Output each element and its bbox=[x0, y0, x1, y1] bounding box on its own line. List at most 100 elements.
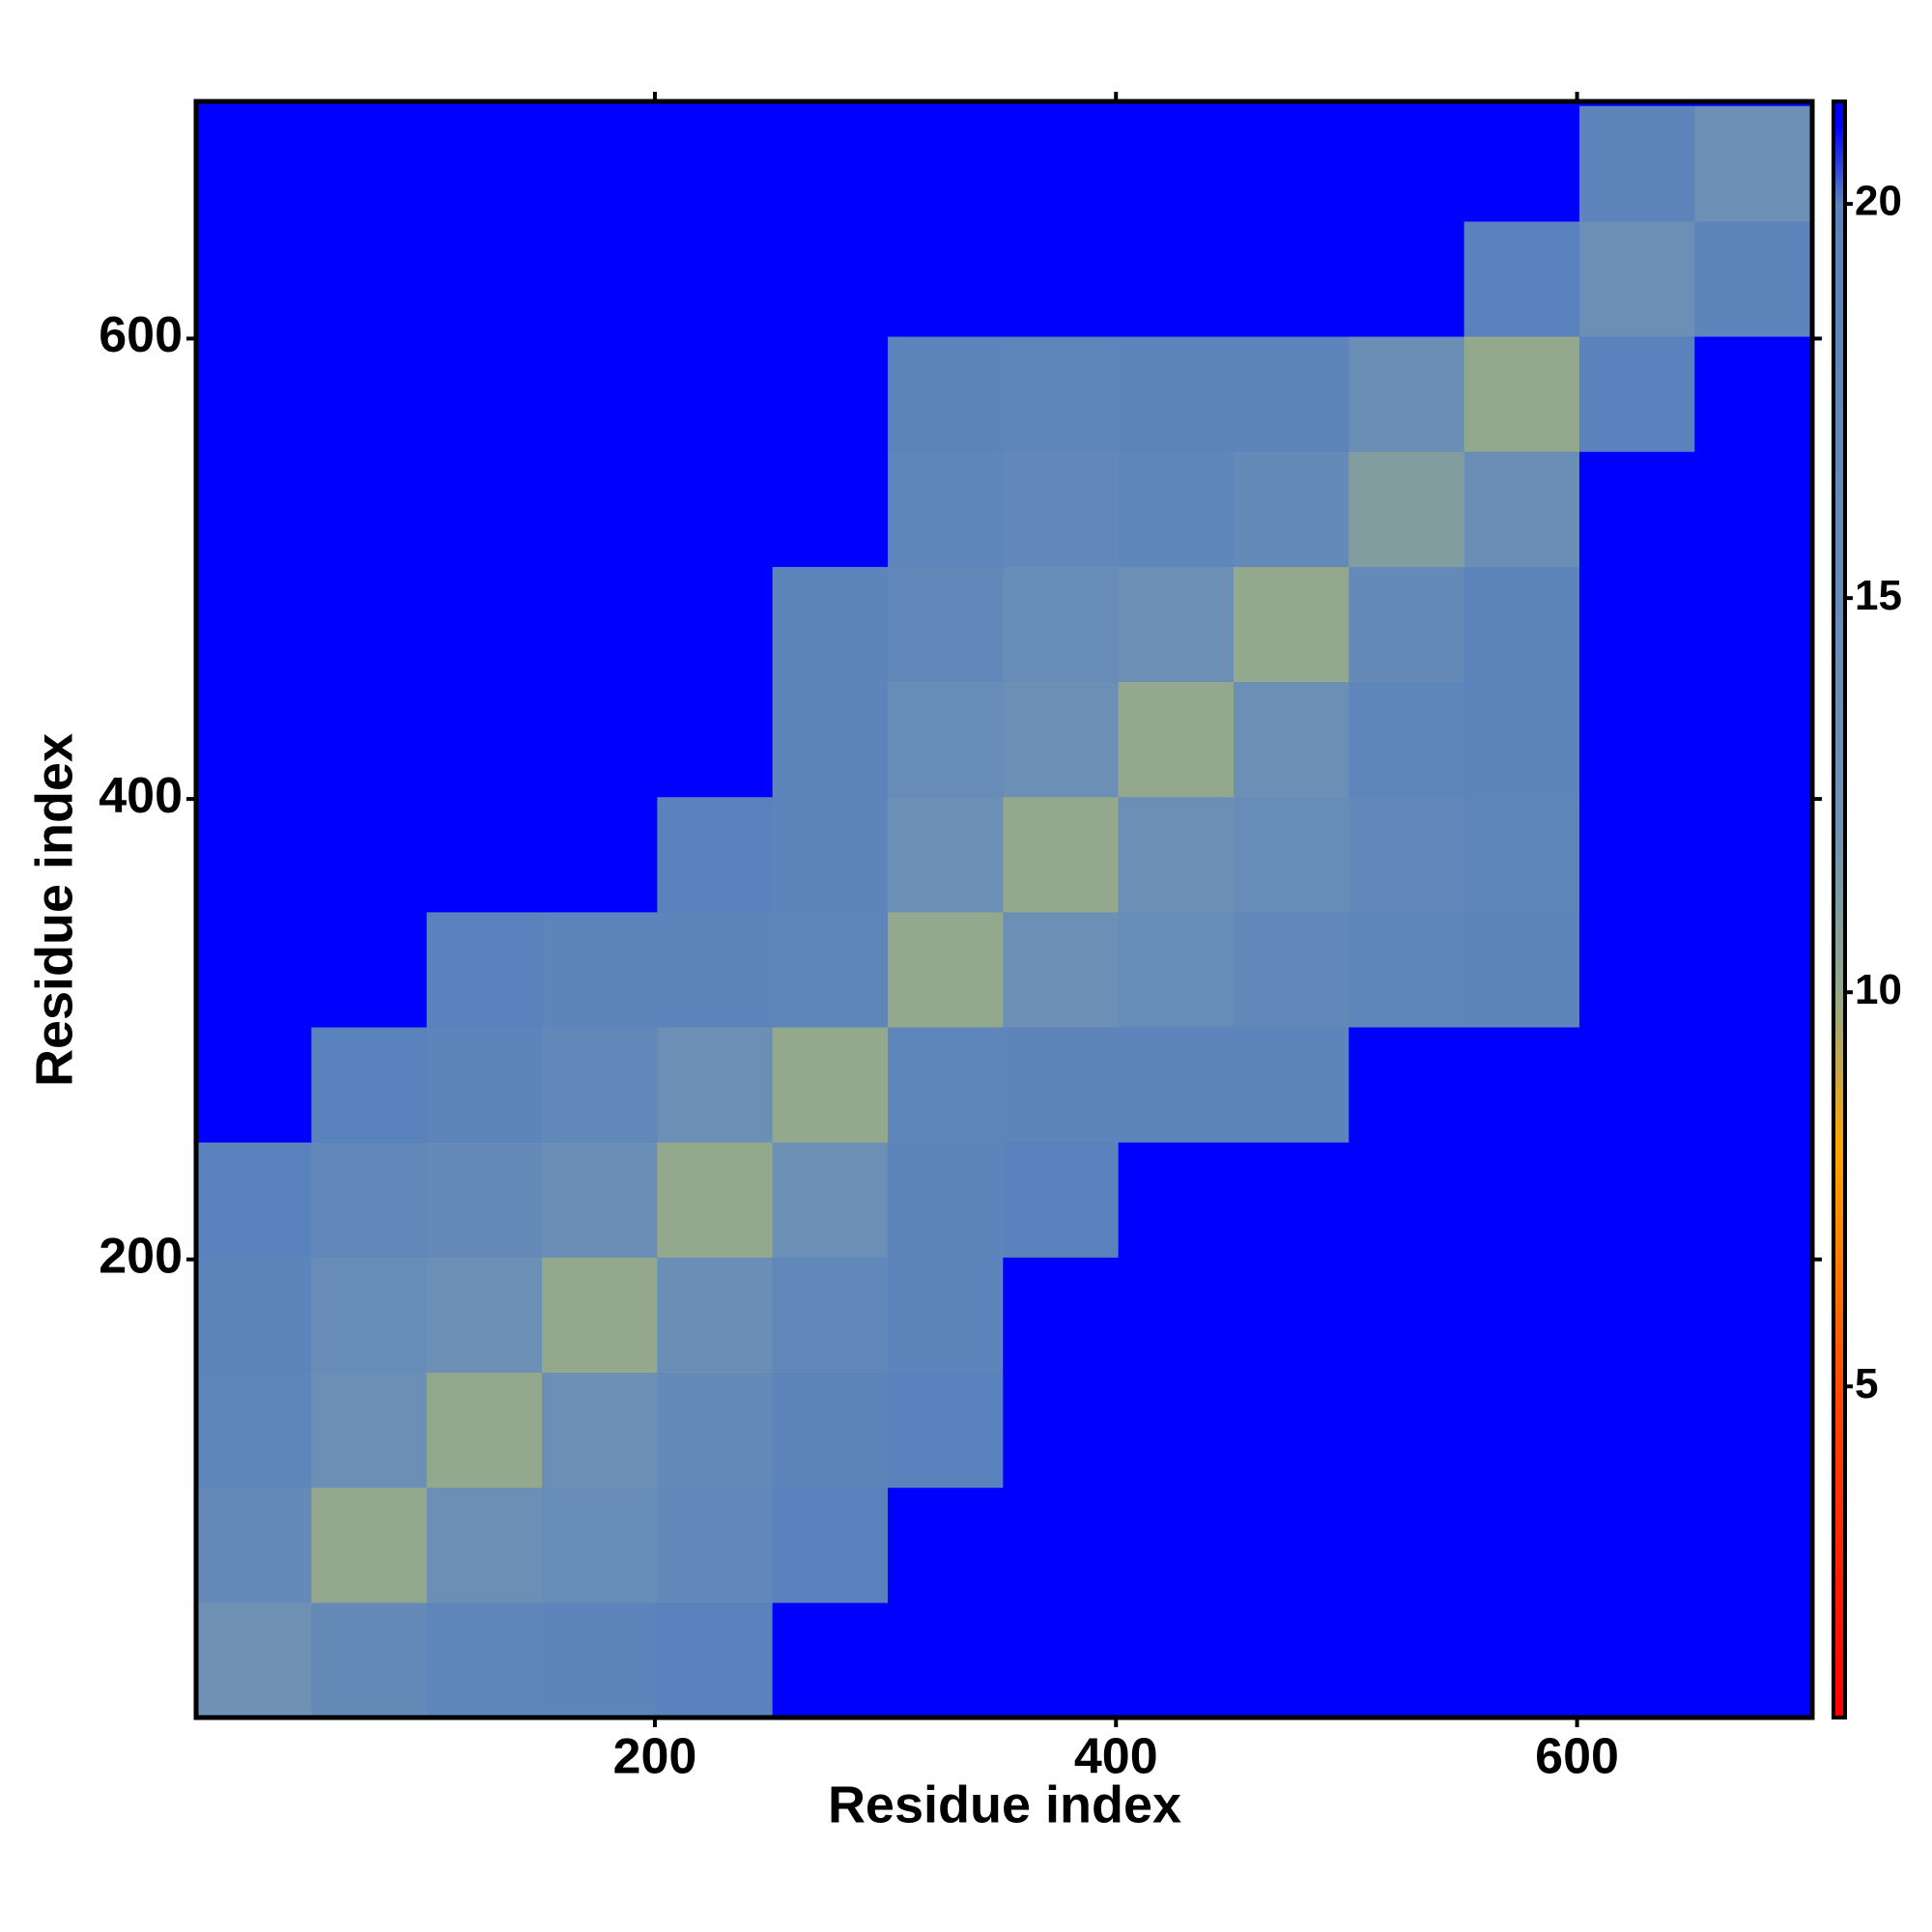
heatmap-cell bbox=[1233, 105, 1350, 222]
heatmap-cell bbox=[1349, 1602, 1465, 1719]
heatmap-cell bbox=[1118, 1602, 1235, 1719]
heatmap-cell bbox=[1118, 681, 1235, 798]
y-tick-label: 200 bbox=[99, 1228, 183, 1284]
heatmap-cell bbox=[1694, 1487, 1811, 1604]
heatmap-cell bbox=[1003, 220, 1120, 337]
heatmap-cell bbox=[1349, 566, 1465, 683]
y-tick-label: 600 bbox=[99, 307, 183, 363]
heatmap-cell bbox=[541, 1602, 658, 1719]
heatmap-cell bbox=[887, 1027, 1004, 1143]
heatmap-cell bbox=[426, 1142, 543, 1258]
heatmap-cell bbox=[657, 451, 774, 567]
heatmap-cell bbox=[1578, 1257, 1695, 1374]
heatmap-cell bbox=[1118, 1142, 1235, 1258]
heatmap-cell bbox=[772, 1027, 889, 1143]
colorbar-tick-label: 15 bbox=[1855, 572, 1902, 619]
heatmap-cell bbox=[887, 336, 1004, 452]
heatmap-cell bbox=[887, 451, 1004, 567]
heatmap-cell bbox=[1694, 796, 1811, 913]
heatmap-cell bbox=[1694, 681, 1811, 798]
heatmap-cell bbox=[1003, 566, 1120, 683]
heatmap-cell bbox=[311, 911, 428, 1028]
heatmap-cell bbox=[1578, 220, 1695, 337]
heatmap-cell bbox=[311, 105, 428, 222]
heatmap-cell bbox=[1578, 1027, 1695, 1143]
heatmap-cell bbox=[657, 566, 774, 683]
heatmap-cell bbox=[426, 566, 543, 683]
heatmap-cell bbox=[311, 681, 428, 798]
heatmap-cell bbox=[772, 336, 889, 452]
heatmap-cell bbox=[1694, 1372, 1811, 1489]
heatmap-cell bbox=[1003, 1602, 1120, 1719]
heatmap-cell bbox=[887, 566, 1004, 683]
heatmap-cell bbox=[887, 796, 1004, 913]
heatmap-cell bbox=[1349, 1142, 1465, 1258]
heatmap-cell bbox=[196, 566, 312, 683]
heatmap-cell bbox=[541, 451, 658, 567]
heatmap-cell bbox=[1694, 566, 1811, 683]
heatmap-cell bbox=[426, 336, 543, 452]
heatmap-cell bbox=[657, 1372, 774, 1489]
heatmap-cell bbox=[1694, 1257, 1811, 1374]
heatmap-cell bbox=[1578, 336, 1695, 452]
heatmap-cell bbox=[541, 1142, 658, 1258]
heatmap-cell bbox=[772, 1602, 889, 1719]
x-tick-label: 400 bbox=[1074, 1729, 1158, 1785]
heatmap-cell bbox=[426, 911, 543, 1028]
heatmap-cell bbox=[541, 566, 658, 683]
colorbar bbox=[1832, 99, 1847, 1719]
heatmap-cell bbox=[1578, 681, 1695, 798]
heatmap-cell bbox=[887, 1602, 1004, 1719]
heatmap-cell bbox=[196, 1602, 312, 1719]
heatmap-cell bbox=[1118, 1257, 1235, 1374]
heatmap-cell bbox=[887, 681, 1004, 798]
heatmap-cell bbox=[887, 1487, 1004, 1604]
heatmap-cell bbox=[1118, 451, 1235, 567]
heatmap-cell bbox=[772, 105, 889, 222]
heatmap-cell bbox=[1349, 1027, 1465, 1143]
heatmap-cell bbox=[311, 336, 428, 452]
heatmap-cell bbox=[772, 451, 889, 567]
heatmap-cell bbox=[1463, 1602, 1580, 1719]
heatmap-cell bbox=[196, 1487, 312, 1604]
heatmap-cell bbox=[1463, 681, 1580, 798]
heatmap-cell bbox=[541, 1487, 658, 1604]
heatmap-cell bbox=[887, 1372, 1004, 1489]
heatmap-cell bbox=[1233, 681, 1350, 798]
heatmap-cell bbox=[1578, 1487, 1695, 1604]
heatmap-cell bbox=[1463, 105, 1580, 222]
heatmap-cell bbox=[541, 1257, 658, 1374]
heatmap-cell bbox=[772, 566, 889, 683]
heatmap-cell bbox=[311, 1257, 428, 1374]
heatmap-cell bbox=[1118, 796, 1235, 913]
heatmap-cell bbox=[1233, 451, 1350, 567]
heatmap-cell bbox=[1463, 1027, 1580, 1143]
heatmap-cell bbox=[311, 796, 428, 913]
heatmap-cell bbox=[1463, 1487, 1580, 1604]
heatmap-cell bbox=[196, 220, 312, 337]
heatmap-cell bbox=[1003, 1027, 1120, 1143]
heatmap-cell bbox=[1349, 220, 1465, 337]
colorbar-tick-label: 5 bbox=[1855, 1360, 1878, 1407]
heatmap-cell bbox=[772, 1142, 889, 1258]
heatmap-cell bbox=[1694, 1142, 1811, 1258]
heatmap-cell bbox=[657, 681, 774, 798]
plot-frame bbox=[193, 99, 1815, 1720]
heatmap-cell bbox=[1003, 911, 1120, 1028]
heatmap-cell bbox=[1003, 1487, 1120, 1604]
heatmap-cell bbox=[311, 220, 428, 337]
heatmap-cell bbox=[426, 1372, 543, 1489]
heatmap-cell bbox=[1694, 451, 1811, 567]
heatmap-cell bbox=[541, 796, 658, 913]
heatmap-cell bbox=[772, 1257, 889, 1374]
heatmap-cell bbox=[1233, 796, 1350, 913]
heatmap-cell bbox=[1578, 911, 1695, 1028]
heatmap-cell bbox=[657, 336, 774, 452]
heatmap-cell bbox=[1463, 1257, 1580, 1374]
heatmap-cell bbox=[541, 105, 658, 222]
heatmap-cell bbox=[426, 1487, 543, 1604]
heatmap-cell bbox=[1349, 1372, 1465, 1489]
heatmap-cell bbox=[311, 1027, 428, 1143]
heatmap-cell bbox=[541, 220, 658, 337]
heatmap-cell bbox=[196, 336, 312, 452]
